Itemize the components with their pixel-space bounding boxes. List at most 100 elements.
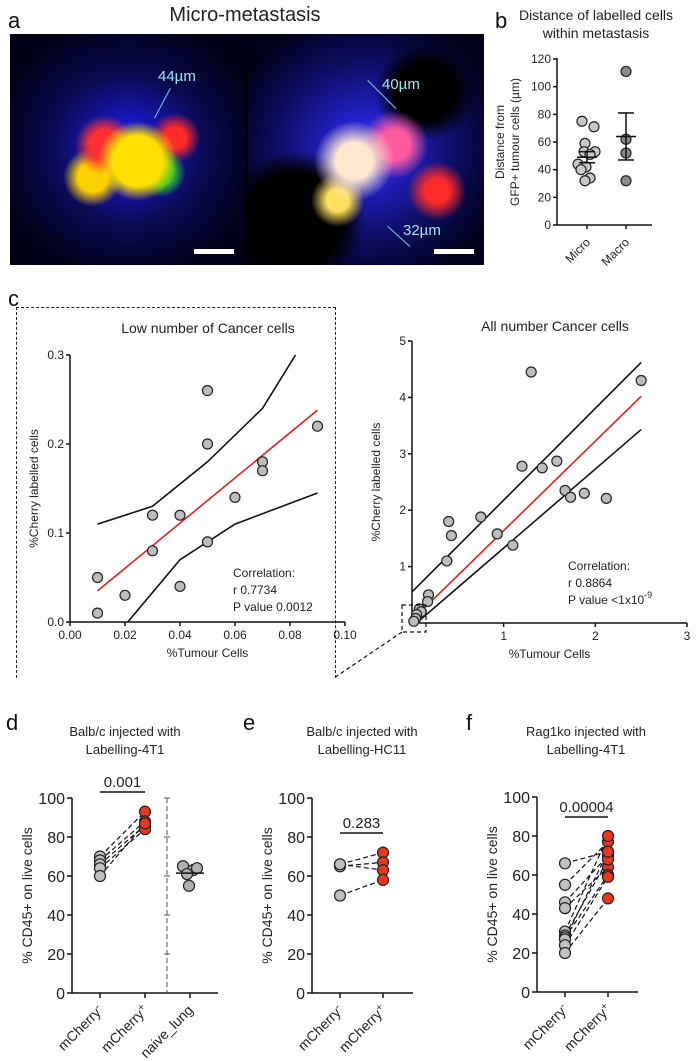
chart-e-x-tick-label: mCherry+ (336, 1002, 390, 1056)
chart-c-left-xlabel: %Tumour Cells (167, 646, 249, 660)
chart-b-ylabel-group: Distance from GFP+ tumour cells (µm) (493, 78, 522, 206)
chart-f-pair-line (564, 851, 609, 864)
chart-f-pair-line (564, 866, 609, 909)
chart-d-y-tick-label: 80 (47, 830, 65, 847)
chart-f-point-mcherry-pos (601, 845, 615, 858)
chart-b-y-tick-label: 120 (531, 52, 551, 66)
chart-c-right-zoom-box (401, 604, 427, 633)
chart-c-right-xlabel: %Tumour Cells (509, 647, 591, 661)
chart-e-title-line2: Labelling-HC11 (318, 742, 407, 757)
chart-f-y-tick-label: 20 (512, 946, 530, 963)
chart-c-left-x-tick-label: 0.04 (168, 628, 192, 642)
chart-b-x-tick-label: Macro (599, 235, 633, 269)
chart-d-pair-line (99, 822, 146, 877)
chart-d-y-tick-label: 0 (56, 986, 65, 1003)
chart-c-right-point (600, 492, 612, 504)
chart-c-right-ci-upper (411, 361, 642, 593)
chart-b-title-line2: within metastasis (542, 25, 650, 41)
measure-label-2: 40µm (382, 76, 420, 93)
chart-c-right-point (578, 487, 590, 499)
chart-d-point-naive-lung (182, 879, 196, 892)
chart-c-left-regression-line (96, 409, 319, 592)
chart-c-right-point (635, 374, 647, 387)
chart-d-title-line1: Balb/c injected with (69, 724, 180, 739)
chart-f-point-mcherry-pos (601, 829, 615, 843)
chart-f-ylabel: % CD45+ on live cells (484, 826, 500, 963)
chart-b-y-tick-label: 0 (544, 218, 551, 232)
panel-letter-b: b (495, 8, 508, 33)
chart-c-right-y-tick-label: 3 (399, 447, 406, 461)
chart-b-y-tick-label: 40 (538, 163, 552, 177)
chart-d-pair-line (99, 811, 146, 857)
chart-c-left-x-tick-label: 0.10 (333, 628, 357, 642)
chart-c-right-point (475, 511, 487, 523)
chart-c-right-point (507, 539, 519, 551)
chart-c-left-title: Low number of Cancer cells (121, 320, 295, 336)
chart-f-point-mcherry-neg (558, 902, 572, 915)
chart-f-pair-line (564, 859, 609, 936)
chart-c-right-point (443, 515, 455, 528)
chart-d-ylabel: % CD45+ on live cells (19, 827, 35, 964)
chart-f-y-tick-label: 0 (521, 985, 530, 1002)
chart-e-pair-line (339, 879, 384, 897)
chart-c-right-annotation-title: Correlation: (568, 559, 630, 573)
chart-e-y-tick-label: 60 (287, 869, 305, 886)
chart-f-x-tick-label: mCherry+ (561, 1001, 615, 1055)
chart-c-left-x-tick-label: 0.06 (223, 628, 247, 642)
chart-c-left-annotation-title: Correlation: (233, 566, 295, 580)
chart-d-point-naive-lung (190, 862, 204, 875)
chart-c-right-x-tick-label: 1 (500, 629, 507, 643)
chart-c-right-ylabel: %Cherry labelled cells (369, 423, 383, 542)
chart-f-title-line1: Rag1ko injected with (526, 724, 646, 739)
chart-f-pair-line (564, 841, 609, 886)
chart-b-point-micro (576, 115, 588, 127)
chart-c-right-point (525, 366, 537, 378)
chart-c-left-point (201, 385, 214, 397)
chart-f-pair-line (564, 855, 609, 903)
chart-c-right-x-tick-label: 3 (684, 629, 691, 643)
chart-b-point-micro (575, 164, 587, 176)
chart-c-right-y-tick-label: 5 (399, 334, 406, 348)
chart-f-point-mcherry-neg (558, 857, 572, 870)
chart-e-y-tick-label: 80 (287, 830, 305, 847)
panel-letter-d: d (6, 710, 19, 735)
panel-letter-a: a (8, 8, 21, 33)
chart-b-point-micro (579, 175, 591, 187)
measure-label-1: 44µm (158, 68, 196, 85)
chart-b-y-tick-label: 60 (538, 135, 552, 149)
chart-f-point-mcherry-pos (601, 870, 615, 884)
chart-d-point-mcherry-neg (93, 869, 107, 883)
chart-c-left-point (146, 509, 159, 521)
chart-e-pvalue-label: 0.283 (343, 815, 381, 832)
chart-d-y-tick-label: 100 (38, 791, 65, 808)
chart-f-pair-line (564, 876, 609, 946)
micrograph-panel: 44µm 40µm 32µm (10, 34, 484, 265)
chart-f-point-mcherry-pos (601, 892, 615, 905)
panel-a-title: Micro-metastasis (169, 4, 321, 26)
chart-c-left-point (229, 491, 241, 503)
scale-bar-1 (194, 249, 234, 254)
chart-c-left-point (201, 536, 214, 548)
chart-f-y-tick-label: 40 (512, 907, 530, 924)
chart-c-right-point (516, 460, 528, 472)
chart-d-y-tick-label: 20 (47, 947, 65, 964)
chart-c-left-y-tick-label: 0.3 (47, 348, 64, 362)
chart-c-right-annotation-exponent: -9 (644, 590, 652, 600)
chart-c-left-x-tick-label: 0.00 (58, 628, 82, 642)
chart-b-point-macro (620, 65, 632, 78)
chart-c-left-ci-upper (97, 354, 297, 525)
panel-letter-c: c (8, 286, 19, 311)
chart-e-title-line1: Balb/c injected with (306, 724, 417, 739)
chart-d-y-tick-label: 60 (47, 869, 65, 886)
chart-f-y-tick-label: 100 (503, 790, 530, 807)
chart-c-right-annotation-r: r 0.8864 (568, 576, 612, 590)
chart-b-title-line1: Distance of labelled cells (519, 7, 673, 23)
chart-c-right-point (551, 455, 563, 467)
chart-c-left-point (91, 607, 104, 619)
chart-c-right-x-tick-label: 2 (592, 629, 599, 643)
chart-f-point-mcherry-neg (558, 946, 572, 960)
chart-b-point-macro (620, 175, 632, 187)
chart-d-pair-line (99, 820, 146, 861)
chart-b-point-micro (588, 121, 600, 133)
chart-e-point-mcherry-pos (376, 873, 390, 887)
